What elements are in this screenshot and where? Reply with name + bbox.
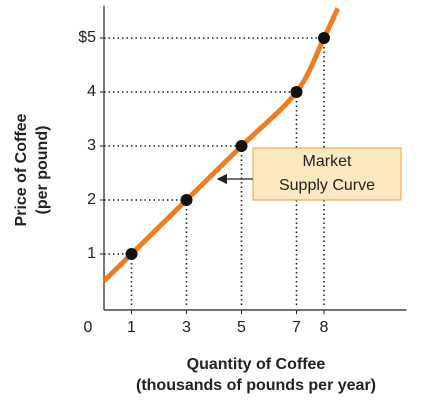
y-tick-label: $5	[78, 29, 96, 46]
supply-curve	[102, 7, 341, 283]
x-axis-label: (thousands of pounds per year)	[136, 377, 376, 394]
x-tick-label: 1	[127, 319, 136, 336]
data-point	[125, 248, 138, 260]
annotation-text: Market	[303, 153, 352, 170]
y-tick-label: 4	[87, 83, 96, 100]
annotation-box	[252, 147, 402, 201]
y-tick-label: 3	[87, 137, 96, 154]
y-tick-label: 2	[87, 191, 96, 208]
x-tick-label: 3	[182, 319, 191, 336]
x-tick-label: 0	[84, 319, 93, 336]
y-axis-label: (per pound)	[34, 126, 51, 215]
x-tick-label: 5	[237, 319, 246, 336]
y-tick-label: 1	[87, 245, 96, 262]
data-point	[235, 140, 248, 152]
data-point	[318, 32, 330, 44]
x-tick-label: 8	[320, 319, 329, 336]
annotation-text: Supply Curve	[279, 177, 375, 194]
x-axis-label: Quantity of Coffee	[187, 356, 326, 373]
data-point	[290, 86, 303, 98]
data-point	[180, 194, 193, 206]
x-tick-label: 7	[292, 319, 301, 336]
y-axis-label: Price of Coffee	[13, 113, 30, 226]
